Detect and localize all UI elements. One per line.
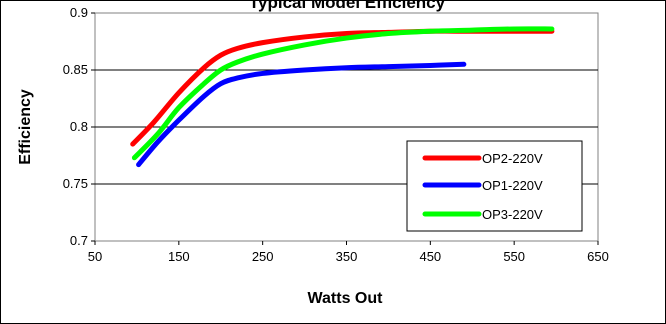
x-tick-label: 350 [336,249,358,264]
legend-label: OP1-220V [482,178,543,193]
legend-label: OP2-220V [482,151,543,166]
legend-label: OP3-220V [482,207,543,222]
series-line-op3-220v [131,26,555,161]
legend: OP2-220V OP1-220V OP3-220V [406,140,583,232]
x-tick-label: 450 [419,249,441,264]
x-tick-label: 650 [587,249,609,264]
x-tick-label: 550 [503,249,525,264]
y-axis-ticks: 0.7 0.75 0.8 0.85 0.9 [63,5,95,248]
y-tick-label: 0.75 [63,176,88,191]
x-axis-ticks: 50 150 250 350 450 550 650 [88,241,609,264]
x-tick-label: 250 [252,249,274,264]
y-axis-title: Efficiency [17,89,34,165]
y-tick-label: 0.85 [63,62,88,77]
x-tick-label: 50 [88,249,102,264]
series-layer [130,26,555,168]
y-tick-label: 0.8 [70,119,88,134]
y-tick-label: 0.7 [70,233,88,248]
y-tick-label: 0.9 [70,5,88,20]
series-line-op1-220v [136,61,467,168]
x-axis-title: Watts Out [308,290,384,307]
chart-title: Typical Model Efficiency [249,0,446,12]
x-tick-label: 150 [168,249,190,264]
